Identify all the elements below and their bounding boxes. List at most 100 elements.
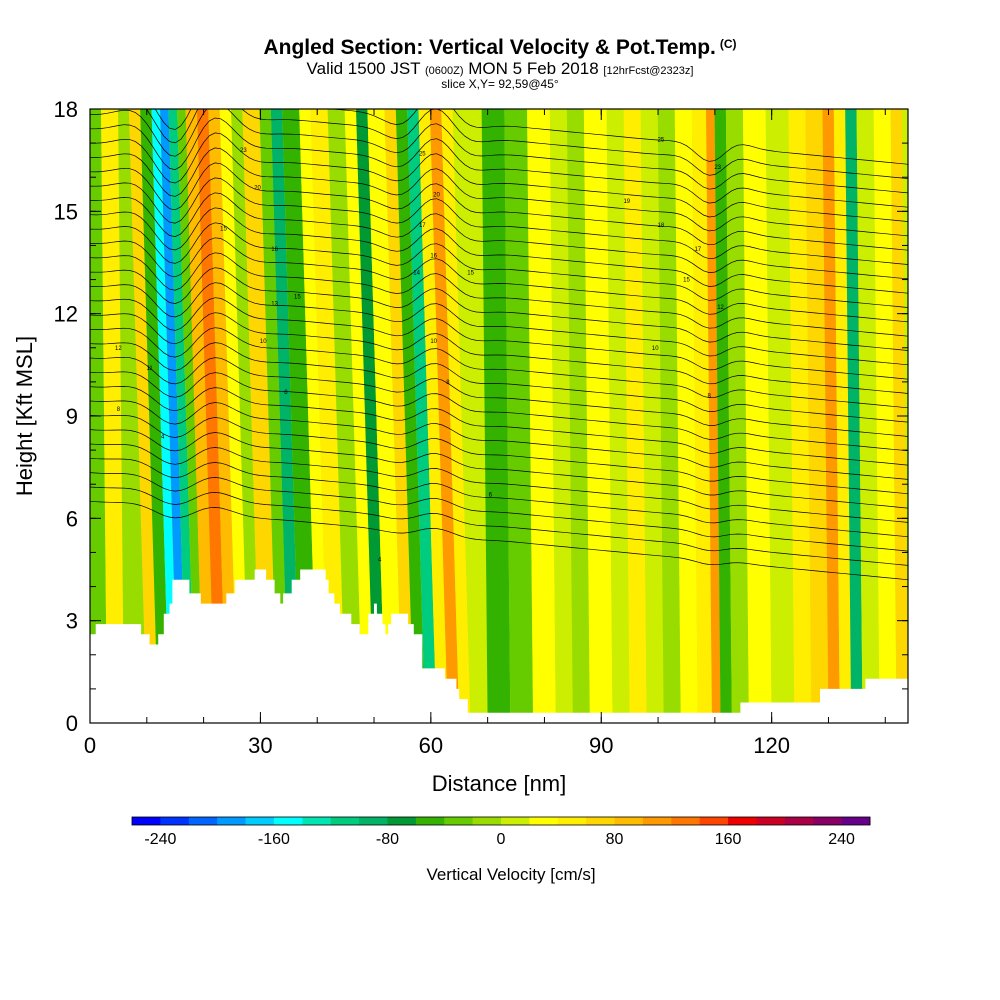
velocity-band [418, 109, 448, 723]
theta-contour [90, 486, 908, 566]
velocity-band [805, 109, 829, 723]
axes: 0 30 60 90 120 0 3 6 9 12 15 18 Distance [nm] Height … [12, 97, 908, 796]
colorbar-swatch [415, 817, 445, 825]
velocity-band [140, 109, 170, 723]
contour-label: 14 [413, 271, 420, 277]
theta-contour [90, 443, 908, 523]
potential-temperature-contours: 12 11 8 4 15 20 23 16 13 10 15 8 25 20 17 16 14 15 10 8 6 4 25… [90, 109, 908, 581]
velocity-band [231, 109, 261, 723]
velocity-band [151, 109, 179, 723]
velocity-band [101, 109, 125, 723]
colorbar-swatch [501, 817, 530, 825]
velocity-band [196, 109, 227, 723]
colorbar-swatch [586, 817, 616, 825]
velocity-band [327, 109, 363, 723]
y-tick-label: 18 [54, 97, 78, 122]
contour-label: 12 [115, 346, 122, 352]
velocity-band [429, 109, 460, 723]
colorbar-swatch [699, 817, 729, 825]
colorbar-swatch [273, 817, 303, 825]
valid-time-prefix: Valid 1500 JST [306, 59, 421, 78]
forecast-tag: [12hrFcst@2323z] [603, 65, 694, 77]
colorbar-swatch [359, 817, 388, 825]
velocity-band [566, 109, 590, 723]
colorbar-tick-label: 160 [715, 831, 742, 848]
colorbar-swatch [671, 817, 701, 825]
theta-contour [90, 327, 908, 409]
colorbar-tick-label: -240 [144, 831, 176, 848]
colorbar-tick-label: 80 [606, 831, 624, 848]
velocity-band [873, 109, 897, 723]
velocity-band [367, 109, 403, 723]
velocity-band [310, 109, 346, 723]
contour-label: 10 [652, 346, 659, 352]
velocity-band [441, 109, 471, 723]
theta-contour [90, 109, 908, 194]
contour-label: 20 [254, 185, 261, 191]
colorbar-border [131, 816, 871, 826]
colorbar-swatch [529, 817, 559, 825]
theta-contour [90, 297, 908, 380]
colorbar-swatch [784, 817, 814, 825]
colorbar-swatch [642, 817, 672, 825]
theta-contour [90, 147, 908, 237]
velocity-band [845, 109, 863, 723]
theta-contour [90, 252, 908, 337]
theta-contour [90, 500, 908, 581]
terrain [90, 569, 908, 723]
contour-label: 13 [271, 301, 278, 307]
velocity-band [160, 109, 187, 723]
theta-contour [145, 109, 908, 179]
velocity-band [208, 109, 238, 723]
contour-label: 16 [271, 247, 278, 253]
theta-contour [90, 386, 908, 466]
x-tick-label: 30 [248, 733, 272, 758]
colorbar-tick-label: 0 [497, 831, 506, 848]
contour-label: 25 [419, 151, 426, 157]
theta-contour [90, 414, 908, 495]
theta-contour [90, 457, 908, 538]
x-axis-title: Distance [nm] [432, 771, 567, 796]
y-axis-title: Height [Kft MSL] [12, 336, 37, 496]
chart-title-main: Angled Section: Vertical Velocity & Pot.… [263, 36, 716, 59]
theta-contour [90, 177, 908, 265]
colorbar: -240 -160 -80 0 80 160 240 Vertical Velocity [c… [131, 816, 871, 884]
theta-contour [90, 312, 908, 394]
x-tick-label: 60 [419, 733, 443, 758]
velocity-band [344, 109, 375, 723]
colorbar-swatch [160, 817, 190, 825]
colorbar-swatch [302, 817, 332, 825]
colorbar-swatch [444, 817, 474, 825]
contour-label: 10 [430, 339, 437, 345]
contour-label: 17 [694, 247, 701, 253]
theta-contour [154, 109, 908, 165]
colorbar-swatch [245, 817, 275, 825]
contour-label: 8 [117, 407, 121, 413]
velocity-band [856, 109, 880, 723]
velocity-band [549, 109, 573, 723]
velocity-band [822, 109, 840, 723]
colorbar-swatch [557, 817, 587, 825]
contour-label: 6 [489, 492, 493, 498]
contour-label: 15 [220, 226, 227, 232]
contour-label: 23 [714, 165, 721, 171]
colorbar-swatch [188, 817, 218, 825]
velocity-band [623, 109, 647, 723]
theta-contour [90, 222, 908, 308]
slice-info: slice X,Y= 92,59@45° [441, 77, 559, 91]
velocity-band [606, 109, 630, 723]
velocity-band [384, 109, 414, 723]
theta-contour [90, 237, 908, 323]
contour-label: 18 [658, 223, 665, 229]
chart-title-unit-tag: (C) [719, 37, 737, 51]
velocity-band [765, 109, 795, 723]
colorbar-tick-label: -80 [376, 831, 399, 848]
terrain-mask [90, 569, 908, 723]
theta-contour [90, 207, 908, 294]
contour-label: 8 [708, 394, 712, 400]
valid-time-line: Valid 1500 JST (0600Z) MON 5 Feb 2018 [1… [0, 59, 1000, 79]
contour-label: 11 [147, 366, 154, 372]
velocity-band [742, 109, 772, 723]
contour-label: 15 [683, 278, 690, 284]
